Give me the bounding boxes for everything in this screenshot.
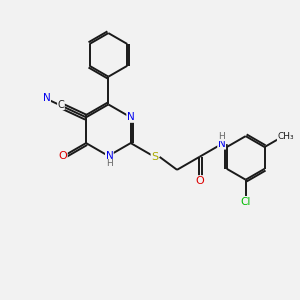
Text: H: H (218, 132, 225, 141)
Text: N: N (106, 151, 113, 161)
Text: C: C (58, 100, 64, 110)
Text: H: H (106, 159, 113, 168)
Text: O: O (195, 176, 204, 186)
Text: S: S (151, 152, 158, 162)
Text: CH₃: CH₃ (278, 132, 294, 141)
Text: N: N (127, 112, 135, 122)
Text: Cl: Cl (241, 196, 251, 206)
Text: N: N (43, 93, 50, 103)
Text: N: N (218, 139, 226, 149)
Text: O: O (58, 151, 67, 161)
